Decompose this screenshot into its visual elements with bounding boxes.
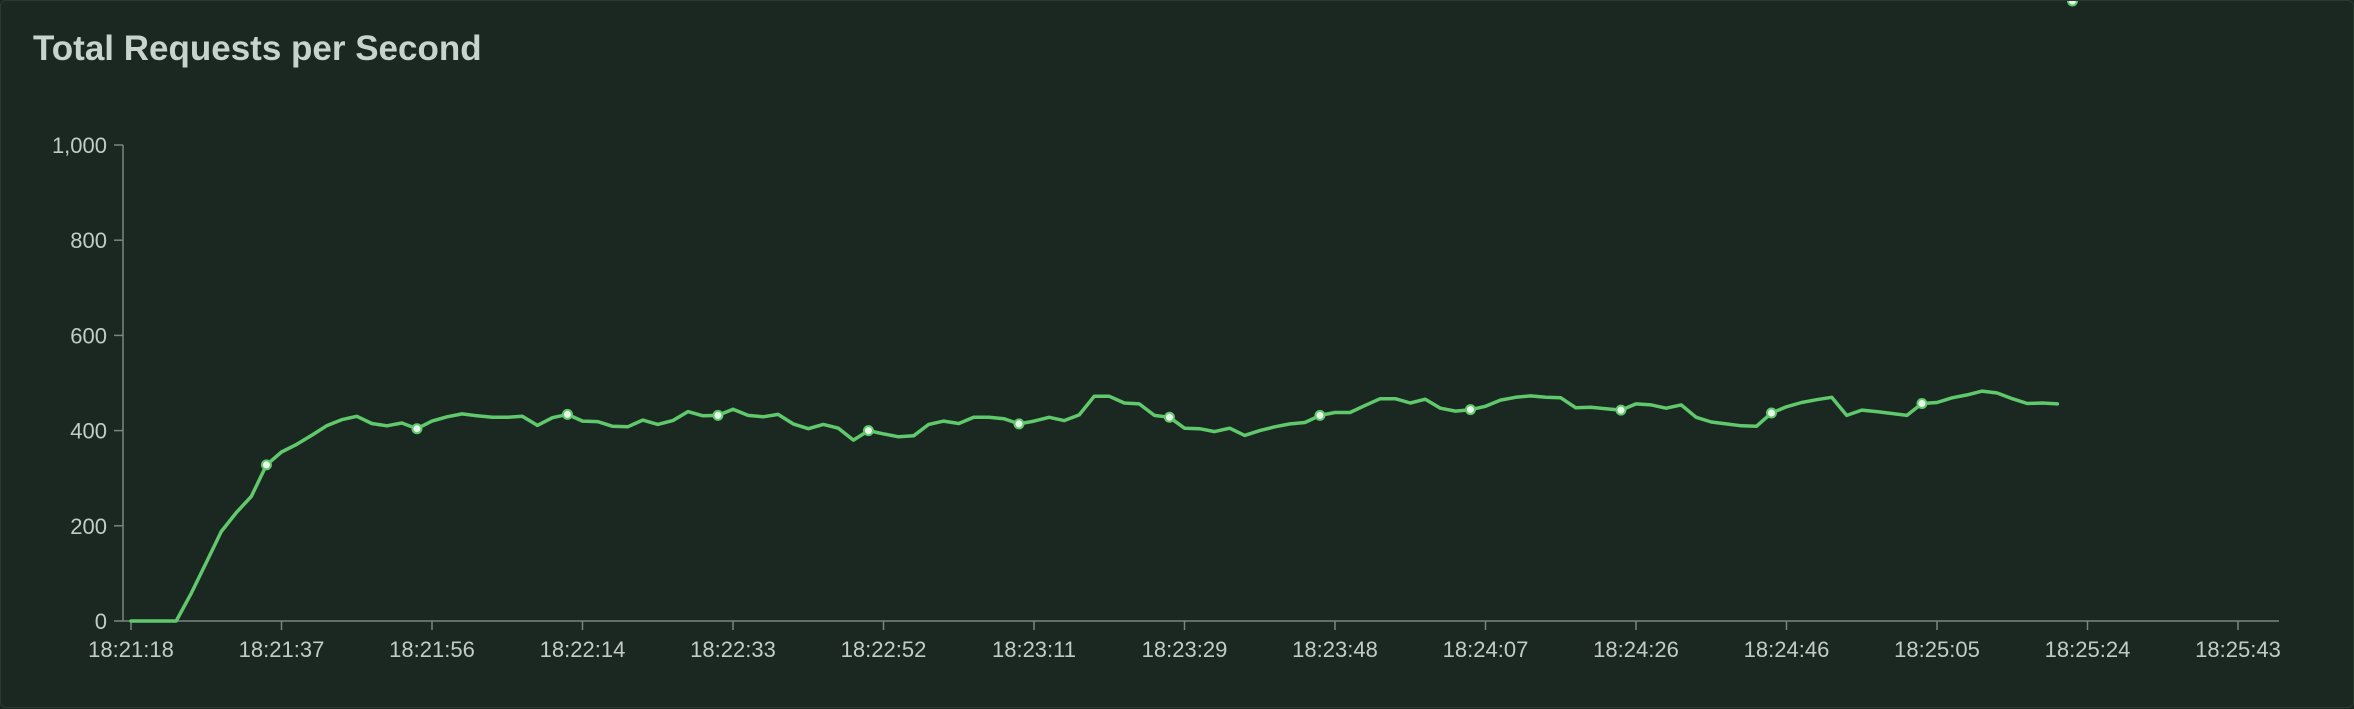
- x-tick-label: 18:25:43: [2195, 637, 2281, 662]
- x-tick-label: 18:24:07: [1443, 637, 1529, 662]
- y-tick-label: 1,000: [52, 133, 107, 158]
- y-tick-label: 800: [70, 228, 107, 253]
- x-tick-label: 18:24:26: [1593, 637, 1679, 662]
- y-tick-label: 400: [70, 419, 107, 444]
- data-point-marker: [1314, 409, 1326, 421]
- x-tick-label: 18:22:14: [540, 637, 626, 662]
- x-tick-label: 18:21:18: [88, 637, 174, 662]
- y-tick-label: 600: [70, 323, 107, 348]
- x-tick-label: 18:23:29: [1142, 637, 1228, 662]
- x-tick-label: 18:25:05: [1894, 637, 1980, 662]
- data-point-marker: [1615, 404, 1627, 416]
- data-point-marker: [561, 408, 573, 420]
- x-tick-label: 18:24:46: [1744, 637, 1830, 662]
- data-point-marker: [2066, 1, 2078, 7]
- x-tick-label: 18:23:48: [1292, 637, 1378, 662]
- data-point-marker: [1916, 397, 1928, 409]
- data-point-marker: [1163, 411, 1175, 423]
- data-point-marker: [260, 459, 272, 471]
- data-point-marker: [1765, 407, 1777, 419]
- y-tick-label: 0: [95, 609, 107, 634]
- x-tick-label: 18:22:52: [841, 637, 927, 662]
- data-point-marker: [712, 409, 724, 421]
- x-tick-label: 18:21:37: [239, 637, 325, 662]
- data-point-marker: [862, 425, 874, 437]
- y-tick-label: 200: [70, 514, 107, 539]
- data-point-marker: [1464, 404, 1476, 416]
- x-tick-label: 18:25:24: [2045, 637, 2131, 662]
- chart-title: Total Requests per Second: [33, 29, 482, 68]
- x-tick-label: 18:23:11: [992, 637, 1076, 662]
- x-tick-label: 18:21:56: [389, 637, 475, 662]
- series-line: [129, 389, 2060, 623]
- data-point-marker: [411, 423, 423, 435]
- data-point-marker: [1013, 418, 1025, 430]
- x-tick-label: 18:22:33: [690, 637, 776, 662]
